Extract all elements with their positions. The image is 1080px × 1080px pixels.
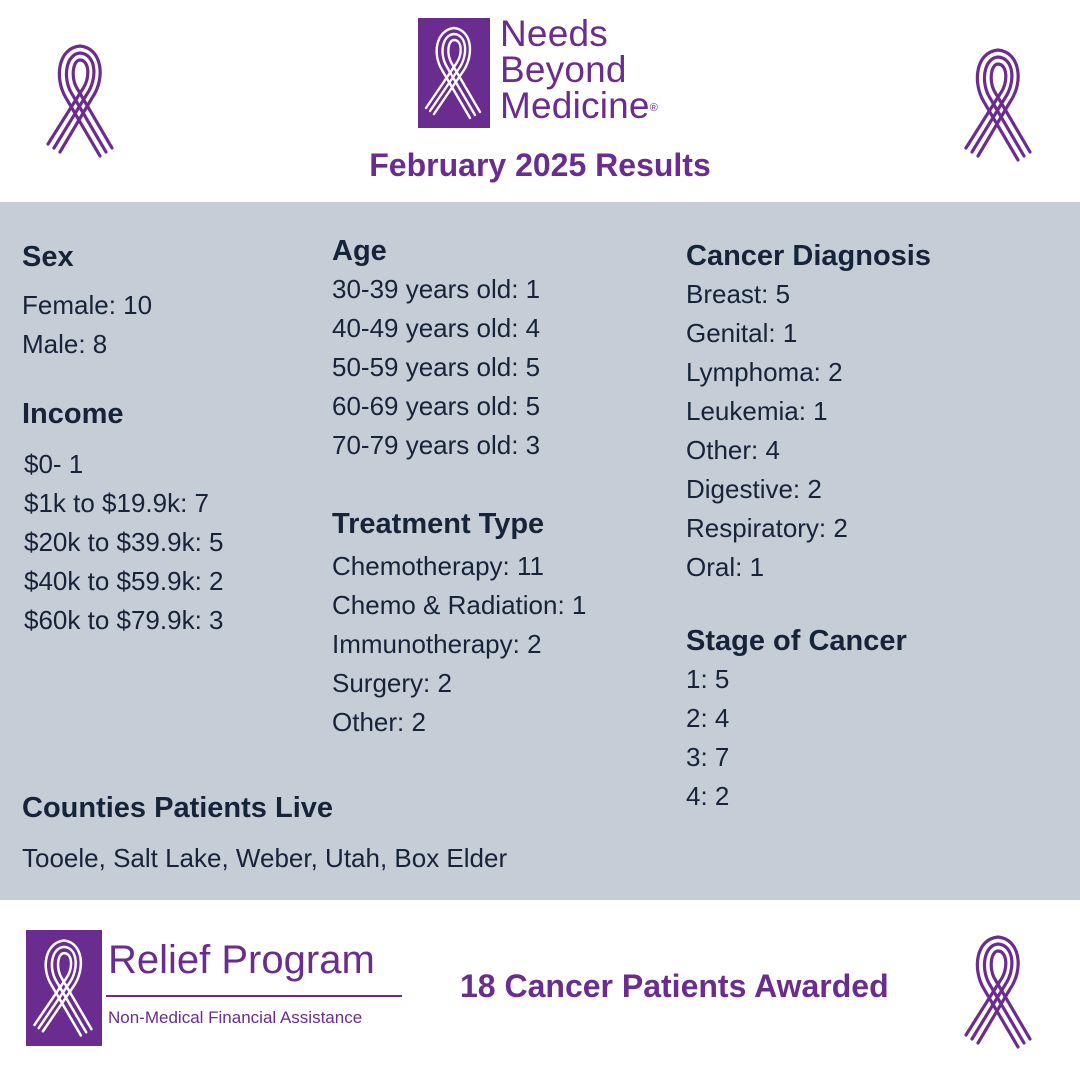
ribbon-icon (40, 34, 124, 164)
list-item: 4: 2 (686, 781, 730, 811)
section-stage: Stage of Cancer 1: 5 2: 4 3: 7 4: 2 (686, 624, 907, 816)
list-item: $20k to $39.9k: 5 (24, 527, 224, 557)
list-item: Digestive: 2 (686, 474, 822, 504)
list-item: Lymphoma: 2 (686, 357, 843, 387)
ribbon-icon (958, 920, 1042, 1060)
list-item: 60-69 years old: 5 (332, 391, 541, 421)
list-item: Leukemia: 1 (686, 396, 828, 426)
section-income: Income $0- 1 $1k to $19.9k: 7 $20k to $3… (22, 397, 223, 640)
ribbon-icon (424, 26, 482, 120)
section-title: Treatment Type (332, 508, 545, 540)
footer (0, 900, 1080, 1080)
list-item: 3: 7 (686, 742, 730, 772)
list-item: $1k to $19.9k: 7 (24, 488, 210, 518)
list-item: Oral: 1 (686, 552, 765, 582)
section-diagnosis: Cancer Diagnosis Breast: 5 Genital: 1 Ly… (686, 239, 931, 587)
list-item: 1: 5 (686, 664, 730, 694)
list-item: 50-59 years old: 5 (332, 352, 541, 382)
section-sex: Sex Female: 10 Male: 8 (22, 240, 152, 364)
list-item: $40k to $59.9k: 2 (24, 566, 224, 596)
section-treatment: Treatment Type Chemotherapy: 11 Chemo & … (332, 507, 586, 742)
header (0, 0, 1080, 202)
list-item: Genital: 1 (686, 318, 798, 348)
section-title: Income (22, 398, 124, 430)
list-item: 2: 4 (686, 703, 730, 733)
list-item: 70-79 years old: 3 (332, 430, 541, 460)
list-item: $60k to $79.9k: 3 (24, 605, 224, 635)
section-title: Age (332, 235, 387, 267)
logo-wordmark: Needs Beyond Medicine® (500, 13, 658, 126)
list-item: Chemotherapy: 11 (332, 551, 544, 581)
list-item: 30-39 years old: 1 (332, 274, 541, 304)
list-item: Male: 8 (22, 329, 108, 359)
results-panel (0, 202, 1080, 900)
divider (106, 995, 402, 997)
list-item: Chemo & Radiation: 1 (332, 590, 587, 620)
ribbon-icon (958, 38, 1042, 168)
ribbon-icon (33, 939, 93, 1037)
list-item: Surgery: 2 (332, 668, 452, 698)
logo-line-2: Beyond (500, 49, 627, 90)
list-item: Tooele, Salt Lake, Weber, Utah, Box Elde… (22, 843, 508, 873)
section-title: Stage of Cancer (686, 625, 907, 657)
section-title: Counties Patients Live (22, 792, 334, 824)
section-title: Sex (22, 241, 74, 273)
section-age: Age 30-39 years old: 1 40-49 years old: … (332, 234, 540, 465)
section-title: Cancer Diagnosis (686, 240, 931, 272)
relief-program-logo (26, 930, 102, 1046)
list-item: $0- 1 (24, 449, 84, 479)
relief-program-title: Relief Program (108, 938, 375, 982)
logo-mark (418, 18, 490, 128)
registered-mark: ® (649, 102, 658, 114)
list-item: Breast: 5 (686, 279, 791, 309)
section-counties: Counties Patients Live Tooele, Salt Lake… (22, 791, 507, 878)
list-item: Female: 10 (22, 290, 153, 320)
list-item: Other: 4 (686, 435, 780, 465)
logo-line-1: Needs (500, 13, 608, 54)
list-item: Other: 2 (332, 707, 426, 737)
list-item: Immunotherapy: 2 (332, 629, 542, 659)
list-item: Respiratory: 2 (686, 513, 848, 543)
page-title: February 2025 Results (369, 147, 711, 183)
logo-line-3: Medicine® (500, 85, 658, 126)
awarded-count: 18 Cancer Patients Awarded (460, 968, 889, 1004)
list-item: 40-49 years old: 4 (332, 313, 541, 343)
logo-line-3-text: Medicine (500, 85, 650, 126)
relief-program-subtitle: Non-Medical Financial Assistance (108, 1008, 363, 1027)
